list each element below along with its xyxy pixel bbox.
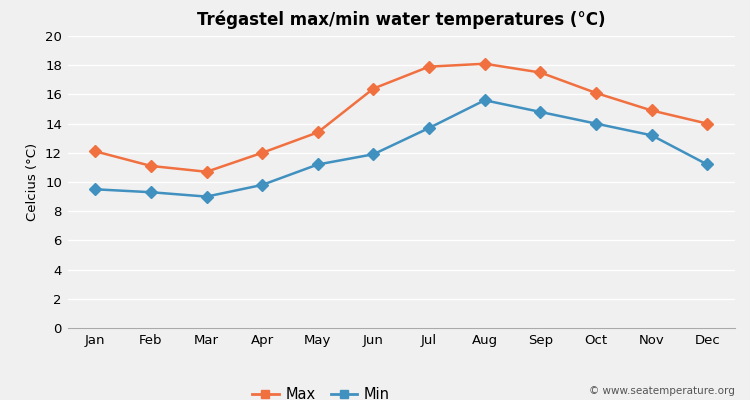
Y-axis label: Celcius (°C): Celcius (°C) [26,143,40,221]
Text: © www.seatemperature.org: © www.seatemperature.org [590,386,735,396]
Legend: Max, Min: Max, Min [247,382,396,400]
Title: Trégastel max/min water temperatures (°C): Trégastel max/min water temperatures (°C… [197,10,605,29]
